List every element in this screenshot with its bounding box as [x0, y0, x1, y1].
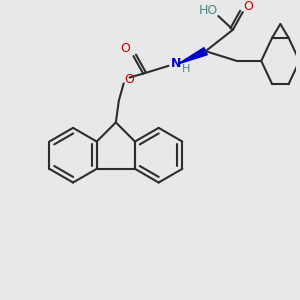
- Text: O: O: [121, 42, 130, 55]
- Text: H: H: [182, 64, 190, 74]
- Text: N: N: [171, 57, 182, 70]
- Polygon shape: [178, 48, 207, 64]
- Text: HO: HO: [199, 4, 218, 17]
- Text: O: O: [244, 0, 254, 13]
- Text: O: O: [124, 73, 134, 86]
